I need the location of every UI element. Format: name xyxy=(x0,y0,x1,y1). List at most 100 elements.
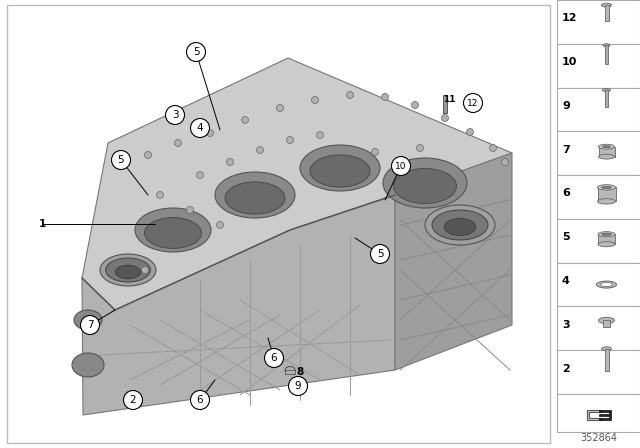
Polygon shape xyxy=(557,87,640,131)
Circle shape xyxy=(490,145,497,151)
Polygon shape xyxy=(557,263,640,306)
Ellipse shape xyxy=(598,198,616,204)
Circle shape xyxy=(216,221,223,228)
Ellipse shape xyxy=(106,258,150,282)
Text: 10: 10 xyxy=(562,57,577,67)
Ellipse shape xyxy=(225,182,285,214)
Circle shape xyxy=(502,159,509,165)
Circle shape xyxy=(463,94,483,112)
Polygon shape xyxy=(557,219,640,263)
Bar xyxy=(605,5,609,21)
Polygon shape xyxy=(557,350,640,394)
Ellipse shape xyxy=(74,310,102,330)
Ellipse shape xyxy=(444,219,476,236)
Circle shape xyxy=(392,156,410,176)
Polygon shape xyxy=(82,195,395,415)
Circle shape xyxy=(145,151,152,159)
Circle shape xyxy=(241,116,248,124)
Bar xyxy=(7,5,550,443)
Circle shape xyxy=(381,94,388,100)
Circle shape xyxy=(157,191,163,198)
Ellipse shape xyxy=(602,146,611,147)
Circle shape xyxy=(412,102,419,108)
Circle shape xyxy=(141,267,148,273)
Ellipse shape xyxy=(602,347,611,351)
Circle shape xyxy=(186,43,205,61)
Ellipse shape xyxy=(598,232,615,237)
Circle shape xyxy=(467,129,474,135)
Ellipse shape xyxy=(285,366,295,374)
Text: 5: 5 xyxy=(118,155,124,165)
Bar xyxy=(605,349,609,371)
Text: 2: 2 xyxy=(130,395,136,405)
Ellipse shape xyxy=(596,281,616,288)
Circle shape xyxy=(227,159,234,165)
Ellipse shape xyxy=(72,353,104,377)
Text: 5: 5 xyxy=(562,232,570,242)
Text: 8: 8 xyxy=(296,367,303,377)
Circle shape xyxy=(287,137,294,143)
Ellipse shape xyxy=(394,168,456,203)
Polygon shape xyxy=(598,410,611,420)
Circle shape xyxy=(175,139,182,146)
Bar xyxy=(443,95,447,113)
Circle shape xyxy=(191,119,209,138)
Circle shape xyxy=(397,159,403,165)
Bar xyxy=(285,370,295,374)
Polygon shape xyxy=(557,0,640,44)
Ellipse shape xyxy=(215,172,295,218)
Text: 1: 1 xyxy=(38,219,45,229)
Ellipse shape xyxy=(425,205,495,245)
Ellipse shape xyxy=(100,254,156,286)
Circle shape xyxy=(196,172,204,178)
Circle shape xyxy=(442,115,449,121)
Text: 352864: 352864 xyxy=(580,433,617,443)
Text: 9: 9 xyxy=(562,101,570,111)
Ellipse shape xyxy=(603,44,610,47)
Text: 12: 12 xyxy=(562,13,577,23)
Ellipse shape xyxy=(602,88,611,91)
Text: 5: 5 xyxy=(377,249,383,259)
Text: 6: 6 xyxy=(196,395,204,405)
Ellipse shape xyxy=(145,218,202,248)
Bar xyxy=(604,320,610,327)
Bar xyxy=(605,45,608,64)
Circle shape xyxy=(371,245,390,263)
Ellipse shape xyxy=(602,186,611,189)
Polygon shape xyxy=(82,58,512,310)
Circle shape xyxy=(264,349,284,367)
Ellipse shape xyxy=(602,3,611,7)
Ellipse shape xyxy=(602,233,611,235)
Circle shape xyxy=(371,148,378,155)
Ellipse shape xyxy=(598,154,614,159)
Circle shape xyxy=(346,91,353,99)
Text: 11: 11 xyxy=(443,95,455,103)
Polygon shape xyxy=(557,394,640,432)
Ellipse shape xyxy=(598,185,616,190)
Circle shape xyxy=(417,145,424,151)
Circle shape xyxy=(191,391,209,409)
Circle shape xyxy=(81,315,99,335)
Text: 7: 7 xyxy=(86,320,93,330)
Ellipse shape xyxy=(598,241,615,247)
Ellipse shape xyxy=(135,208,211,252)
Polygon shape xyxy=(557,175,640,219)
Circle shape xyxy=(124,391,143,409)
Text: 4: 4 xyxy=(562,276,570,286)
Text: 3: 3 xyxy=(172,110,179,120)
Ellipse shape xyxy=(432,210,488,240)
Circle shape xyxy=(186,207,193,214)
Ellipse shape xyxy=(115,265,141,279)
Polygon shape xyxy=(557,131,640,175)
Polygon shape xyxy=(557,44,640,87)
Circle shape xyxy=(312,96,319,103)
Text: 6: 6 xyxy=(271,353,277,363)
Text: 6: 6 xyxy=(562,189,570,198)
Circle shape xyxy=(289,376,307,396)
Text: 3: 3 xyxy=(562,320,570,330)
Circle shape xyxy=(276,104,284,112)
Bar xyxy=(598,234,615,244)
Text: 2: 2 xyxy=(562,364,570,374)
Bar xyxy=(598,146,614,157)
Circle shape xyxy=(166,105,184,125)
